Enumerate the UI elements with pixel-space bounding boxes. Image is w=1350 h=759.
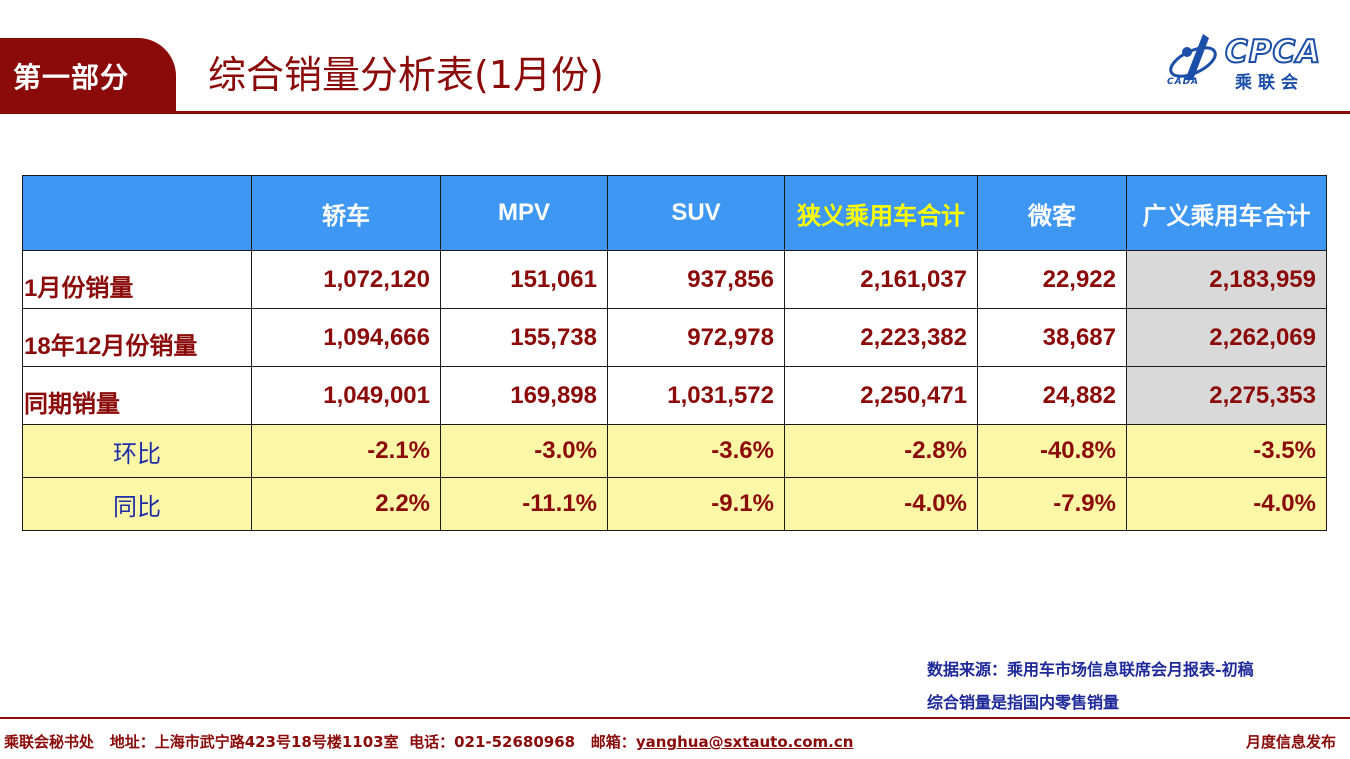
column-header: SUV xyxy=(607,175,785,251)
table-cell: 169,898 xyxy=(440,366,608,425)
table-cell: 22,922 xyxy=(977,250,1127,309)
table-cell: 972,978 xyxy=(607,308,785,367)
table-cell: 155,738 xyxy=(440,308,608,367)
table-cell: 2,250,471 xyxy=(784,366,978,425)
table-cell: -40.8% xyxy=(977,424,1127,478)
row-label: 18年12月份销量 xyxy=(22,308,252,367)
table-row: 同期销量 1,049,001 169,898 1,031,572 2,250,4… xyxy=(22,366,1327,425)
row-label: 同比 xyxy=(22,477,252,531)
table-cell: -4.0% xyxy=(1126,477,1327,531)
column-header xyxy=(22,175,252,251)
column-header: MPV xyxy=(440,175,608,251)
column-header: 狭义乘用车合计 xyxy=(784,175,978,251)
cada-emblem-icon xyxy=(1169,34,1217,80)
page-title: 综合销量分析表(1月份) xyxy=(208,53,604,97)
header-rule xyxy=(0,111,1350,114)
table-cell: -4.0% xyxy=(784,477,978,531)
table-cell: 2.2% xyxy=(251,477,441,531)
table-cell: -9.1% xyxy=(607,477,785,531)
footer-email-link[interactable]: yanghua@sxtauto.com.cn xyxy=(635,733,854,751)
table-row: 同比 2.2% -11.1% -9.1% -4.0% -7.9% -4.0% xyxy=(22,477,1327,531)
table-cell: 151,061 xyxy=(440,250,608,309)
footer-contact: 乘联会秘书处 地址：上海市武宁路423号18号楼1103室 电话：021-526… xyxy=(4,731,853,752)
data-source-note: 数据来源：乘用车市场信息联席会月报表-初稿 xyxy=(927,660,1254,679)
cada-wordmark: CADA xyxy=(1167,77,1200,87)
table-cell: 2,161,037 xyxy=(784,250,978,309)
footer-phone: 电话：021-52680968 xyxy=(409,733,576,751)
footer-rule xyxy=(0,717,1350,719)
table-cell: 1,031,572 xyxy=(607,366,785,425)
table-cell: 1,072,120 xyxy=(251,250,441,309)
table-cell: -2.8% xyxy=(784,424,978,478)
row-label: 同期销量 xyxy=(22,366,252,425)
table-cell: 2,183,959 xyxy=(1126,250,1327,309)
row-label: 1月份销量 xyxy=(22,250,252,309)
cpca-wordmark: CPCA xyxy=(1224,33,1322,71)
table-cell: 1,049,001 xyxy=(251,366,441,425)
section-tab: 第一部分 xyxy=(0,38,176,112)
footer-address: 地址：上海市武宁路423号18号楼1103室 xyxy=(109,733,399,751)
table-header-row: 轿车 MPV SUV 狭义乘用车合计 微客 广义乘用车合计 xyxy=(22,175,1327,251)
table-cell: -7.9% xyxy=(977,477,1127,531)
table-cell: 2,262,069 xyxy=(1126,308,1327,367)
table-cell: -3.5% xyxy=(1126,424,1327,478)
row-label: 环比 xyxy=(22,424,252,478)
table-cell: 24,882 xyxy=(977,366,1127,425)
table-cell: 937,856 xyxy=(607,250,785,309)
table-cell: -2.1% xyxy=(251,424,441,478)
table-cell: 38,687 xyxy=(977,308,1127,367)
table-cell: 2,275,353 xyxy=(1126,366,1327,425)
table-row: 1月份销量 1,072,120 151,061 937,856 2,161,03… xyxy=(22,250,1327,309)
table-cell: 1,094,666 xyxy=(251,308,441,367)
cpca-logo: CPCA 乘联会 CADA xyxy=(1163,32,1338,94)
column-header: 微客 xyxy=(977,175,1127,251)
table-cell: -11.1% xyxy=(440,477,608,531)
table-cell: -3.0% xyxy=(440,424,608,478)
table-cell: 2,223,382 xyxy=(784,308,978,367)
footer-tagline: 月度信息发布 xyxy=(1245,733,1336,751)
column-header: 广义乘用车合计 xyxy=(1126,175,1327,251)
footer-email-label: 邮箱： xyxy=(590,733,636,751)
definition-note: 综合销量是指国内零售销量 xyxy=(927,693,1120,712)
section-label: 第一部分 xyxy=(13,61,130,94)
column-header: 轿车 xyxy=(251,175,441,251)
table-row: 18年12月份销量 1,094,666 155,738 972,978 2,22… xyxy=(22,308,1327,367)
cpca-cn-name: 乘联会 xyxy=(1235,73,1304,93)
table-cell: -3.6% xyxy=(607,424,785,478)
table-row: 环比 -2.1% -3.0% -3.6% -2.8% -40.8% -3.5% xyxy=(22,424,1327,478)
sales-table: 轿车 MPV SUV 狭义乘用车合计 微客 广义乘用车合计 1月份销量 1,07… xyxy=(22,175,1327,531)
footer-org: 乘联会秘书处 xyxy=(4,733,95,751)
